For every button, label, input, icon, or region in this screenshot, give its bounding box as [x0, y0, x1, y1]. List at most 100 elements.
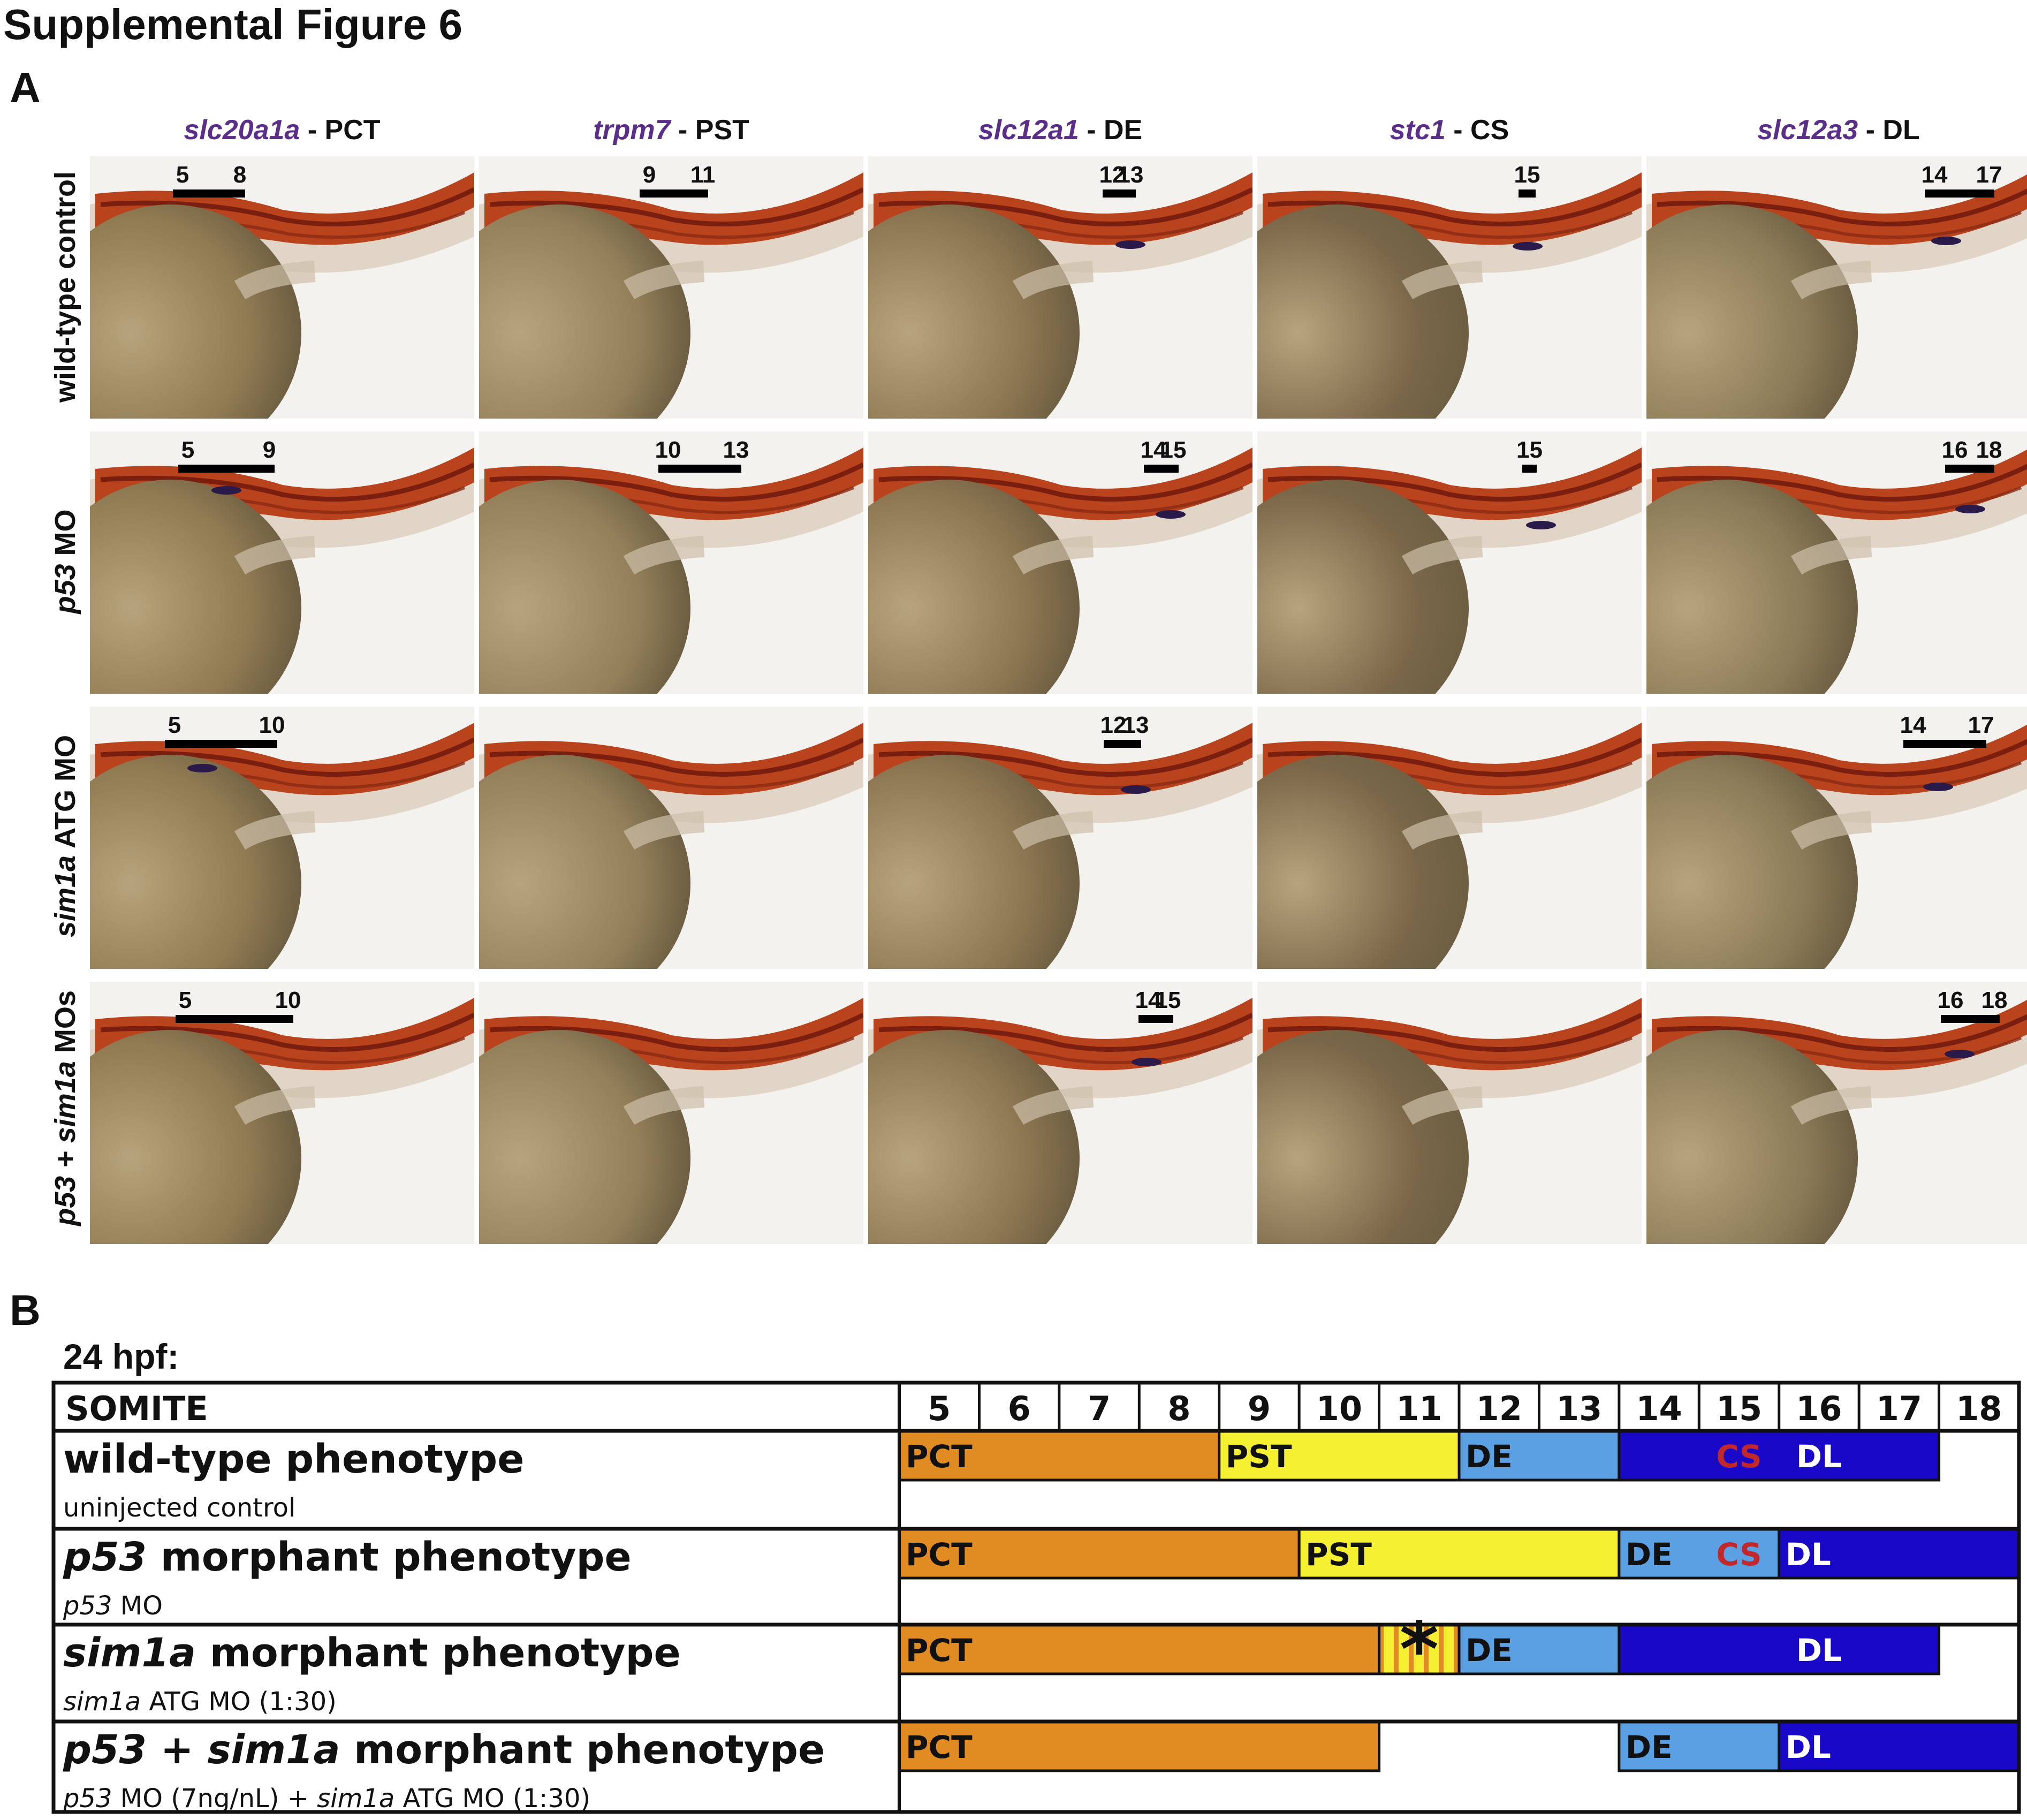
stain-mark — [1955, 505, 1985, 513]
somite-number: 15 — [1716, 1389, 1762, 1428]
segment-name: - PCT — [300, 115, 381, 146]
somite-start-label: 14 — [1921, 162, 1948, 188]
somite-range-bar — [640, 189, 708, 198]
somite-end-label: 17 — [1976, 162, 2002, 188]
embryo-image — [1257, 707, 1642, 969]
stain-mark — [211, 486, 241, 495]
somite-number: 16 — [1796, 1389, 1842, 1428]
segment-label: PCT — [906, 1438, 973, 1475]
column-header-pct: slc20a1a - PCT — [90, 114, 474, 146]
segment-bar — [1297, 1527, 1621, 1580]
embryo-illustration — [90, 707, 474, 969]
somite-end-label: 13 — [1122, 712, 1149, 738]
somite-end-label: 18 — [1981, 987, 2008, 1013]
somite-range-bar — [1519, 189, 1536, 198]
segment-label: PCT — [906, 1729, 973, 1765]
segment-name: - DL — [1858, 115, 1920, 146]
gene-name: trpm7 — [593, 115, 671, 146]
embryo-illustration — [1646, 156, 2027, 419]
embryo-illustration — [90, 431, 474, 694]
somite-range-bar — [1138, 1015, 1173, 1023]
somite-end-label: 13 — [723, 437, 749, 463]
embryo-illustration — [479, 431, 863, 694]
embryo-image: 14 17 — [1646, 156, 2027, 419]
somite-start-label: 5 — [181, 437, 195, 463]
embryo-illustration — [90, 982, 474, 1244]
somite-start-label: 5 — [168, 712, 181, 738]
embryo-image: 16 18 — [1646, 982, 2027, 1244]
embryo-illustration — [1646, 982, 2027, 1244]
segment-name: - PST — [670, 115, 749, 146]
phenotype-subtitle: sim1a ATG MO (1:30) — [63, 1687, 337, 1717]
somite-number: 5 — [928, 1389, 951, 1428]
somite-end-label: 18 — [1976, 437, 2002, 463]
segment-name: - CS — [1445, 115, 1509, 146]
segment-label: DE — [1466, 1632, 1513, 1669]
somite-start-label: 14 — [1140, 437, 1167, 463]
somite-range-bar — [1945, 465, 1994, 473]
figure-title: Supplemental Figure 6 — [3, 1, 462, 48]
stain-mark — [1132, 1058, 1161, 1066]
somite-start-label: 14 — [1900, 712, 1926, 738]
somite-start-label: 16 — [1941, 437, 1968, 463]
somite-range-bar — [165, 740, 277, 748]
somite-end-label: 10 — [259, 712, 285, 738]
somite-number: 14 — [1636, 1389, 1682, 1428]
somite-number: 9 — [1248, 1389, 1271, 1428]
somite-start-label: 15 — [1514, 162, 1540, 188]
somite-range-bar — [176, 1015, 293, 1023]
segment-label: PCT — [906, 1536, 973, 1573]
segment-label: PST — [1305, 1536, 1372, 1573]
embryo-illustration — [90, 156, 474, 419]
somite-range-bar — [1103, 189, 1136, 198]
segment-name: - DE — [1079, 115, 1143, 146]
gene-name: stc1 — [1390, 115, 1446, 146]
somite-number: 6 — [1008, 1389, 1031, 1428]
somite-number: 18 — [1956, 1389, 2002, 1428]
embryo-illustration — [868, 982, 1252, 1244]
gene-name: slc12a1 — [978, 115, 1079, 146]
segment-label: PCT — [906, 1632, 973, 1669]
embryo-illustration — [1646, 707, 2027, 969]
embryo-illustration — [479, 982, 863, 1244]
embryo-image: 14 17 — [1646, 707, 2027, 969]
somite-start-label: 5 — [178, 987, 192, 1013]
embryo-image: 15 — [1257, 431, 1642, 694]
somite-start-label: 9 — [642, 162, 656, 188]
segment-bar — [1778, 1527, 2021, 1580]
cs-label: CS — [1716, 1536, 1762, 1573]
embryo-image: 5 10 — [90, 707, 474, 969]
phenotype-title: wild-type phenotype — [63, 1436, 524, 1482]
somite-end-label: 13 — [1117, 162, 1144, 188]
somite-end-label: 15 — [1155, 987, 1181, 1013]
segment-label: DL — [1796, 1438, 1842, 1475]
somite-start-label: 12 — [1100, 712, 1127, 738]
segment-label: DE — [1466, 1438, 1513, 1475]
somite-number: 13 — [1556, 1389, 1602, 1428]
segment-label: DE — [1626, 1729, 1673, 1765]
somite-start-label: 10 — [655, 437, 681, 463]
stage-label: 24 hpf: — [63, 1337, 179, 1376]
stain-mark — [1156, 510, 1186, 519]
somite-end-label: 11 — [690, 162, 716, 188]
segment-bar — [1457, 1429, 1621, 1482]
embryo-illustration — [868, 707, 1252, 969]
stain-mark — [1121, 785, 1151, 794]
segment-label: PST — [1226, 1438, 1292, 1475]
segment-label: DE — [1626, 1536, 1673, 1573]
embryo-image: 14 15 — [868, 982, 1252, 1244]
embryo-illustration — [1646, 431, 2027, 694]
phenotype-title: p53 morphant phenotype — [63, 1534, 632, 1580]
embryo-image — [479, 707, 863, 969]
cs-label: CS — [1716, 1438, 1762, 1475]
stain-mark — [1945, 1050, 1975, 1058]
somite-number: 12 — [1476, 1389, 1522, 1428]
somite-header: SOMITE — [65, 1389, 208, 1428]
embryo-illustration — [868, 431, 1252, 694]
column-header-cs: stc1 - CS — [1257, 114, 1642, 146]
panel-b-letter: B — [10, 1286, 41, 1334]
table-frame — [51, 1381, 2021, 1814]
segment-bar — [1618, 1623, 1941, 1675]
